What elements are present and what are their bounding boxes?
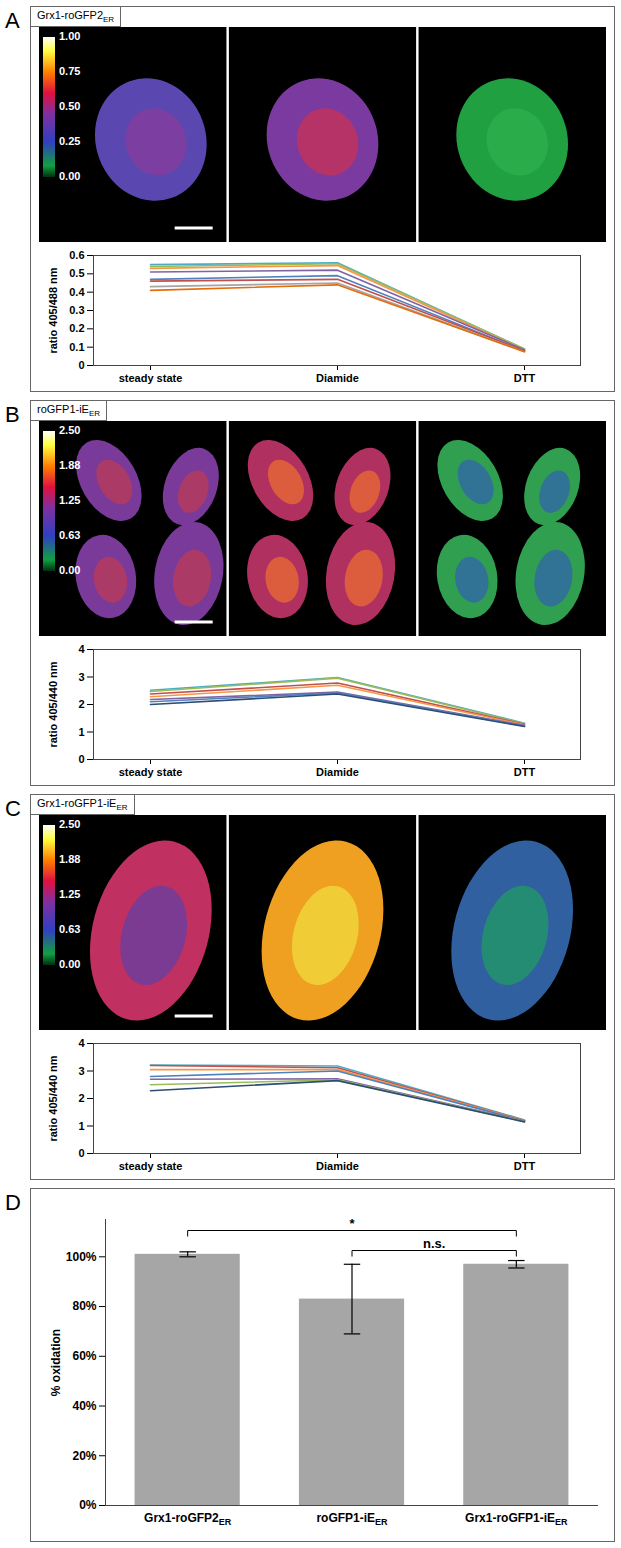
svg-text:3: 3 bbox=[78, 671, 84, 683]
svg-text:Diamide: Diamide bbox=[316, 1160, 359, 1172]
svg-text:0.3: 0.3 bbox=[69, 304, 84, 316]
svg-text:0.50: 0.50 bbox=[59, 100, 80, 112]
html-text:Grx1-roGFP1-iEER: Grx1-roGFP1-iEER bbox=[37, 797, 128, 813]
svg-text:0: 0 bbox=[78, 753, 84, 765]
svg-text:1: 1 bbox=[78, 726, 84, 738]
svg-text:0.25: 0.25 bbox=[59, 135, 80, 147]
svg-text:ratio 405/440 nm: ratio 405/440 nm bbox=[47, 1055, 59, 1141]
svg-text:DTT: DTT bbox=[514, 1160, 536, 1172]
svg-text:Diamide: Diamide bbox=[316, 766, 359, 778]
svg-text:Diamide: Diamide bbox=[316, 372, 359, 384]
svg-text:Grx1-roGFP1-iEER: Grx1-roGFP1-iEER bbox=[465, 1511, 568, 1527]
svg-text:0.63: 0.63 bbox=[59, 923, 80, 935]
svg-text:2.50: 2.50 bbox=[59, 818, 80, 830]
svg-text:0.2: 0.2 bbox=[69, 322, 84, 334]
svg-text:steady state: steady state bbox=[119, 372, 183, 384]
svg-text:2.50: 2.50 bbox=[59, 424, 80, 436]
html-text:roGFP1-iEER: roGFP1-iEER bbox=[37, 403, 101, 419]
svg-text:1.25: 1.25 bbox=[59, 494, 80, 506]
html-text:C: C bbox=[5, 796, 21, 821]
svg-text:roGFP1-iEER: roGFP1-iEER bbox=[316, 1511, 388, 1527]
svg-text:1.88: 1.88 bbox=[59, 853, 80, 865]
svg-text:40%: 40% bbox=[72, 1399, 96, 1413]
svg-text:4: 4 bbox=[78, 643, 85, 655]
svg-text:steady state: steady state bbox=[119, 1160, 183, 1172]
svg-text:0.4: 0.4 bbox=[69, 286, 85, 298]
svg-text:20%: 20% bbox=[72, 1449, 96, 1463]
svg-text:0.6: 0.6 bbox=[69, 249, 84, 261]
svg-text:Grx1-roGFP2ER: Grx1-roGFP2ER bbox=[144, 1511, 232, 1527]
svg-text:0.5: 0.5 bbox=[69, 267, 84, 279]
svg-text:3: 3 bbox=[78, 1065, 84, 1077]
svg-text:DTT: DTT bbox=[514, 766, 536, 778]
svg-text:4: 4 bbox=[78, 1037, 85, 1049]
svg-text:2: 2 bbox=[78, 1092, 84, 1104]
svg-text:1.88: 1.88 bbox=[59, 459, 80, 471]
svg-text:n.s.: n.s. bbox=[423, 1236, 445, 1251]
svg-text:ratio 405/488 nm: ratio 405/488 nm bbox=[47, 267, 59, 353]
svg-text:0.00: 0.00 bbox=[59, 170, 80, 182]
svg-text:1.25: 1.25 bbox=[59, 888, 80, 900]
html-text:Grx1-roGFP2ER: Grx1-roGFP2ER bbox=[37, 9, 115, 25]
html-text:D: D bbox=[5, 1190, 21, 1215]
svg-text:DTT: DTT bbox=[514, 372, 536, 384]
svg-text:1.00: 1.00 bbox=[59, 30, 80, 42]
svg-text:80%: 80% bbox=[72, 1299, 96, 1313]
svg-text:ratio 405/440 nm: ratio 405/440 nm bbox=[47, 661, 59, 747]
svg-text:0: 0 bbox=[78, 1147, 84, 1159]
svg-text:0.75: 0.75 bbox=[59, 65, 80, 77]
svg-text:steady state: steady state bbox=[119, 766, 183, 778]
html-text:A: A bbox=[5, 8, 20, 33]
svg-text:0.00: 0.00 bbox=[59, 958, 80, 970]
svg-text:% oxidation: % oxidation bbox=[49, 1329, 63, 1396]
svg-text:0: 0 bbox=[78, 359, 84, 371]
svg-text:0%: 0% bbox=[79, 1498, 97, 1512]
svg-text:1: 1 bbox=[78, 1120, 84, 1132]
svg-text:0.63: 0.63 bbox=[59, 529, 80, 541]
svg-text:60%: 60% bbox=[72, 1349, 96, 1363]
html-text:B: B bbox=[5, 402, 20, 427]
svg-text:100%: 100% bbox=[66, 1250, 97, 1264]
svg-text:0.1: 0.1 bbox=[69, 341, 84, 353]
svg-text:0.00: 0.00 bbox=[59, 564, 80, 576]
svg-text:*: * bbox=[349, 1216, 355, 1231]
svg-text:2: 2 bbox=[78, 698, 84, 710]
